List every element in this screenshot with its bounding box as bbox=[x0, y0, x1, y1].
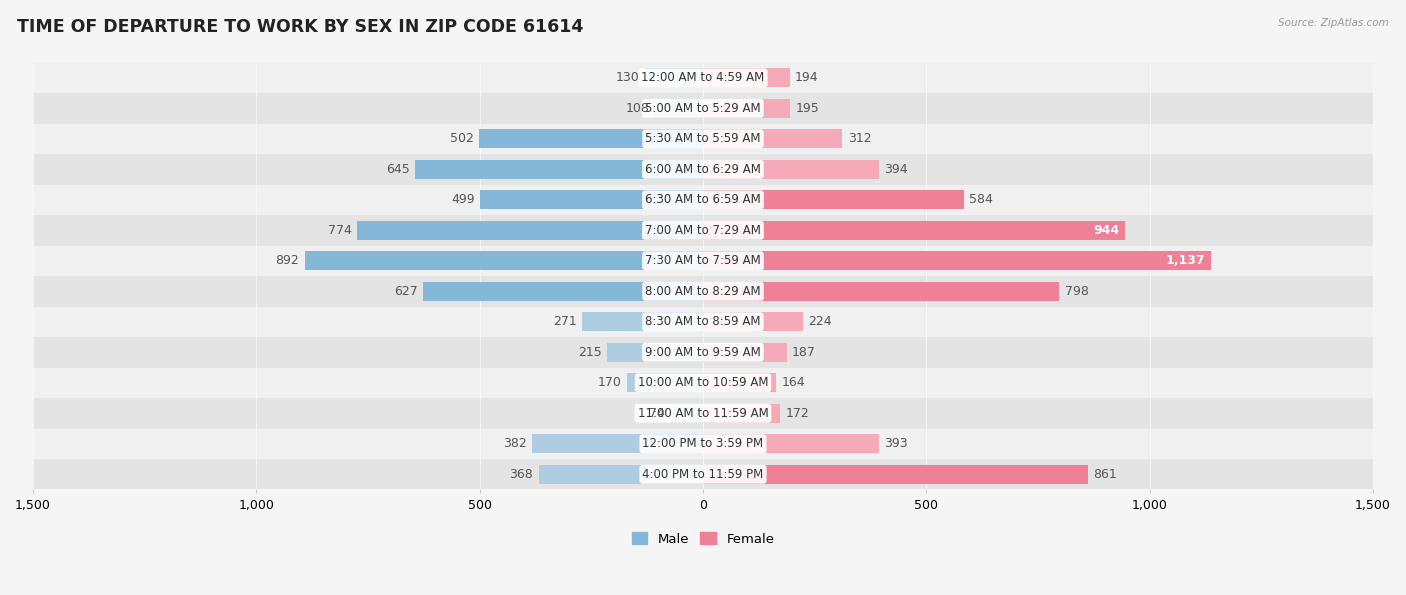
Bar bbox=[357, 221, 703, 240]
Text: 892: 892 bbox=[276, 254, 299, 267]
Bar bbox=[703, 312, 803, 331]
Text: 7:00 AM to 7:29 AM: 7:00 AM to 7:29 AM bbox=[645, 224, 761, 237]
Bar bbox=[703, 434, 879, 453]
Bar bbox=[479, 190, 703, 209]
Text: 271: 271 bbox=[553, 315, 576, 328]
Bar bbox=[32, 368, 1374, 398]
Text: 130: 130 bbox=[616, 71, 640, 84]
Legend: Male, Female: Male, Female bbox=[626, 527, 780, 551]
Text: 108: 108 bbox=[626, 102, 650, 115]
Text: 187: 187 bbox=[792, 346, 815, 359]
Text: 172: 172 bbox=[785, 407, 808, 419]
Bar bbox=[32, 215, 1374, 246]
Text: 8:30 AM to 8:59 AM: 8:30 AM to 8:59 AM bbox=[645, 315, 761, 328]
Bar bbox=[32, 154, 1374, 184]
Text: 627: 627 bbox=[394, 285, 418, 298]
Text: 9:00 AM to 9:59 AM: 9:00 AM to 9:59 AM bbox=[645, 346, 761, 359]
Text: 170: 170 bbox=[598, 376, 621, 389]
Bar bbox=[703, 160, 879, 178]
Text: 7:30 AM to 7:59 AM: 7:30 AM to 7:59 AM bbox=[645, 254, 761, 267]
Text: 11:00 AM to 11:59 AM: 11:00 AM to 11:59 AM bbox=[638, 407, 768, 419]
Text: 195: 195 bbox=[796, 102, 820, 115]
Text: 74: 74 bbox=[648, 407, 665, 419]
Bar bbox=[32, 306, 1374, 337]
Bar bbox=[703, 251, 1211, 270]
Text: 944: 944 bbox=[1094, 224, 1119, 237]
Text: 194: 194 bbox=[794, 71, 818, 84]
Bar bbox=[32, 62, 1374, 93]
Bar bbox=[669, 404, 703, 422]
Bar bbox=[32, 93, 1374, 124]
Text: 164: 164 bbox=[782, 376, 806, 389]
Text: 502: 502 bbox=[450, 132, 474, 145]
Text: 645: 645 bbox=[385, 163, 409, 176]
Text: 1,137: 1,137 bbox=[1166, 254, 1205, 267]
Text: 224: 224 bbox=[808, 315, 832, 328]
Bar bbox=[627, 373, 703, 392]
Bar bbox=[703, 129, 842, 148]
Bar bbox=[538, 465, 703, 484]
Bar bbox=[607, 343, 703, 362]
Bar bbox=[703, 282, 1060, 300]
Text: 5:00 AM to 5:29 AM: 5:00 AM to 5:29 AM bbox=[645, 102, 761, 115]
Text: 215: 215 bbox=[578, 346, 602, 359]
Bar bbox=[703, 373, 776, 392]
Bar bbox=[479, 129, 703, 148]
Text: 312: 312 bbox=[848, 132, 872, 145]
Text: 8:00 AM to 8:29 AM: 8:00 AM to 8:29 AM bbox=[645, 285, 761, 298]
Bar bbox=[32, 398, 1374, 428]
Bar bbox=[32, 459, 1374, 490]
Bar bbox=[32, 276, 1374, 306]
Bar bbox=[703, 190, 965, 209]
Text: 6:00 AM to 6:29 AM: 6:00 AM to 6:29 AM bbox=[645, 163, 761, 176]
Bar bbox=[703, 68, 790, 87]
Bar bbox=[32, 184, 1374, 215]
Text: 4:00 PM to 11:59 PM: 4:00 PM to 11:59 PM bbox=[643, 468, 763, 481]
Bar bbox=[533, 434, 703, 453]
Text: 6:30 AM to 6:59 AM: 6:30 AM to 6:59 AM bbox=[645, 193, 761, 206]
Bar bbox=[703, 99, 790, 118]
Text: TIME OF DEPARTURE TO WORK BY SEX IN ZIP CODE 61614: TIME OF DEPARTURE TO WORK BY SEX IN ZIP … bbox=[17, 18, 583, 36]
Text: 368: 368 bbox=[509, 468, 533, 481]
Text: 499: 499 bbox=[451, 193, 475, 206]
Bar bbox=[703, 343, 786, 362]
Text: 10:00 AM to 10:59 AM: 10:00 AM to 10:59 AM bbox=[638, 376, 768, 389]
Bar bbox=[655, 99, 703, 118]
Bar bbox=[32, 124, 1374, 154]
Text: 394: 394 bbox=[884, 163, 908, 176]
Bar bbox=[703, 404, 780, 422]
Bar bbox=[32, 246, 1374, 276]
Bar bbox=[645, 68, 703, 87]
Text: 798: 798 bbox=[1064, 285, 1088, 298]
Bar bbox=[305, 251, 703, 270]
Bar bbox=[415, 160, 703, 178]
Text: 861: 861 bbox=[1092, 468, 1116, 481]
Bar bbox=[582, 312, 703, 331]
Text: 12:00 PM to 3:59 PM: 12:00 PM to 3:59 PM bbox=[643, 437, 763, 450]
Bar bbox=[32, 337, 1374, 368]
Text: 5:30 AM to 5:59 AM: 5:30 AM to 5:59 AM bbox=[645, 132, 761, 145]
Bar bbox=[703, 465, 1088, 484]
Text: 393: 393 bbox=[884, 437, 907, 450]
Bar bbox=[423, 282, 703, 300]
Text: 584: 584 bbox=[969, 193, 993, 206]
Bar bbox=[703, 221, 1125, 240]
Text: Source: ZipAtlas.com: Source: ZipAtlas.com bbox=[1278, 18, 1389, 28]
Text: 12:00 AM to 4:59 AM: 12:00 AM to 4:59 AM bbox=[641, 71, 765, 84]
Text: 382: 382 bbox=[503, 437, 527, 450]
Text: 774: 774 bbox=[328, 224, 352, 237]
Bar bbox=[32, 428, 1374, 459]
